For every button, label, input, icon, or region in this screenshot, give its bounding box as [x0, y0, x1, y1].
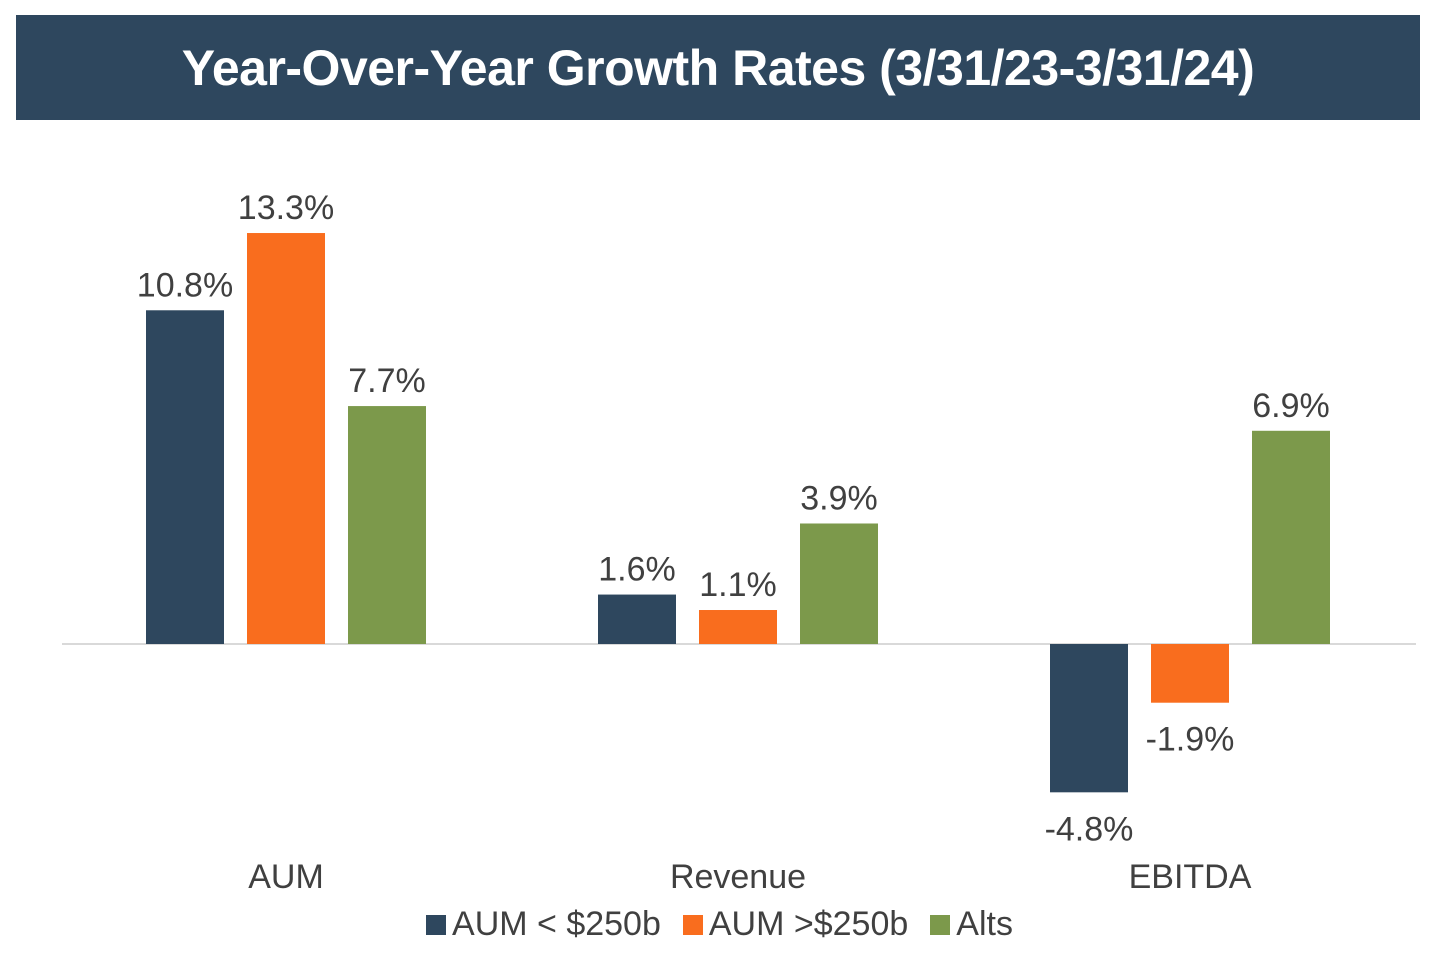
data-label: 7.7% [348, 362, 426, 400]
legend-item-aum-small: AUM < $250b [426, 905, 661, 944]
bar [348, 406, 426, 644]
data-label: 6.9% [1252, 387, 1330, 425]
data-label: 1.6% [598, 551, 676, 589]
bar [1050, 644, 1128, 793]
data-label: 13.3% [238, 189, 334, 227]
bar [598, 594, 676, 644]
data-label: -4.8% [1045, 810, 1134, 848]
data-label: -1.9% [1146, 721, 1235, 759]
legend-swatch [426, 914, 447, 935]
chart-title: Year-Over-Year Growth Rates (3/31/23-3/3… [181, 39, 1255, 96]
bar [1252, 430, 1330, 644]
category-label: Revenue [670, 858, 806, 896]
chart-title-bar: Year-Over-Year Growth Rates (3/31/23-3/3… [16, 15, 1420, 120]
data-label: 1.1% [699, 566, 777, 604]
legend-swatch [682, 914, 703, 935]
category-label: EBITDA [1129, 858, 1252, 896]
legend-label: AUM < $250b [452, 905, 661, 943]
bar [247, 233, 325, 644]
data-label: 3.9% [800, 479, 878, 517]
legend-label: Alts [956, 905, 1013, 943]
bar [699, 610, 777, 644]
legend-item-alts: Alts [930, 905, 1013, 944]
legend-item-aum-large: AUM >$250b [682, 905, 909, 944]
data-label: 10.8% [137, 266, 233, 304]
bar [146, 310, 224, 644]
bar [800, 523, 878, 644]
legend-label: AUM >$250b [708, 905, 909, 943]
legend-swatch [930, 914, 951, 935]
legend: AUM < $250b AUM >$250b Alts [0, 905, 1439, 944]
bar [1151, 644, 1229, 703]
category-label: AUM [248, 858, 324, 896]
